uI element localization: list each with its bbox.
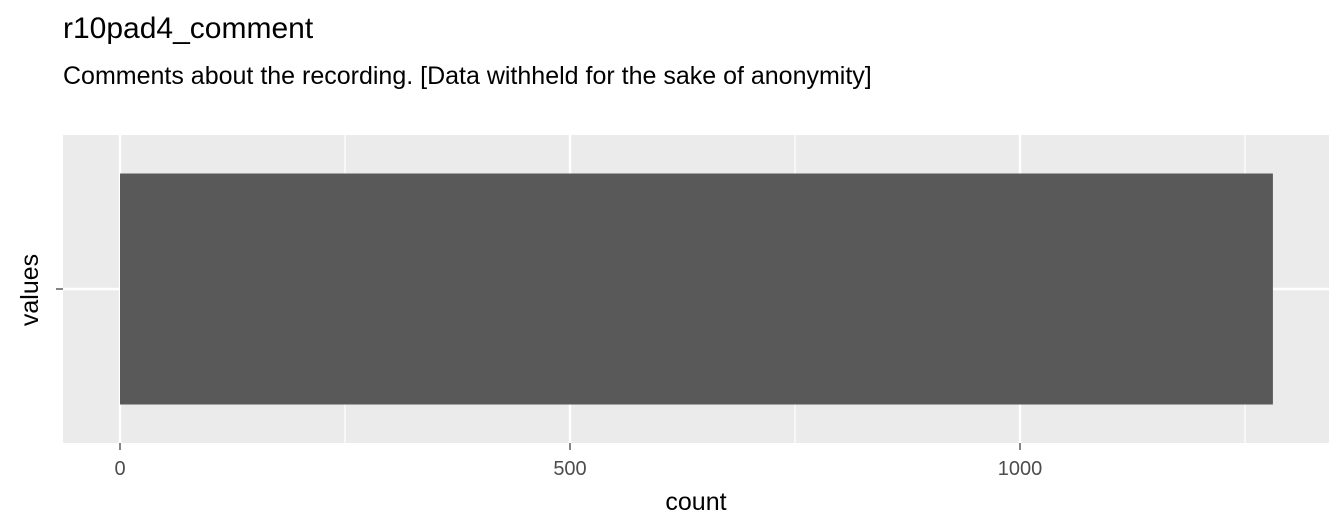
- x-axis-label: count: [665, 488, 726, 516]
- x-tick-label: 500: [553, 458, 586, 480]
- x-axis-ticks: 0 500 1000: [114, 443, 1042, 480]
- x-tick-label: 0: [114, 458, 125, 480]
- x-tick-label: 1000: [998, 458, 1043, 480]
- chart-title: r10pad4_comment: [63, 12, 314, 45]
- y-axis-label: values: [16, 254, 44, 326]
- chart-subtitle: Comments about the recording. [Data with…: [63, 62, 872, 90]
- bars: [120, 173, 1273, 405]
- bar: [120, 173, 1273, 405]
